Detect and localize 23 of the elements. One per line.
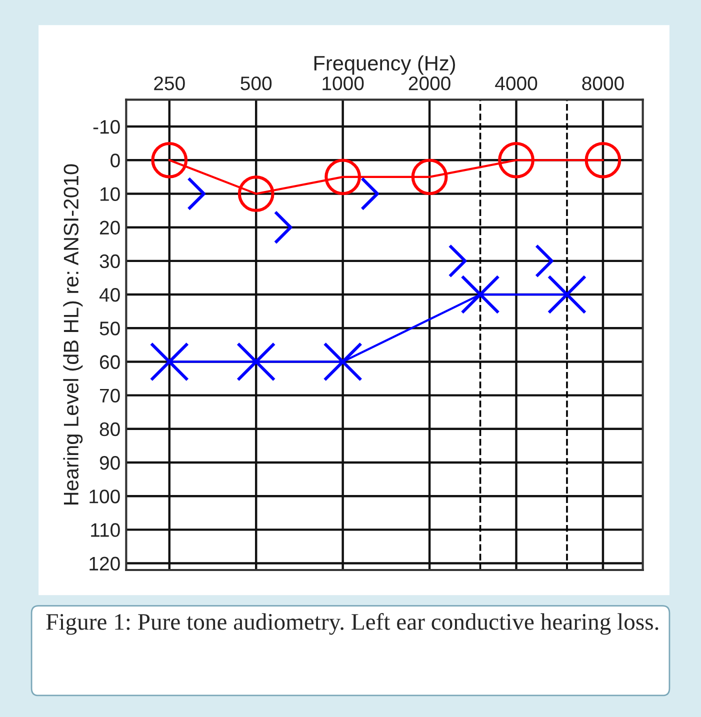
x-tick-label: 8000 — [582, 76, 624, 90]
x-tick-label: 500 — [240, 76, 272, 90]
x-tick-label: 1000 — [322, 76, 364, 90]
caption: Figure 1: Pure tone audiometry. Left ear conductive hearing loss. — [46, 613, 658, 635]
y-tick-label: 40 — [99, 288, 120, 302]
y-tick-label: 10 — [100, 187, 120, 201]
y-tick-label: 110 — [91, 523, 120, 537]
y-tick-label: 0 — [110, 154, 120, 168]
y-tick-label: 60 — [100, 355, 120, 369]
y-tick-label: 50 — [100, 322, 120, 336]
x-axis-title: Frequency (Hz) — [314, 55, 455, 75]
y-tick-label: -10 — [93, 120, 120, 134]
x-tick-label: 4000 — [495, 76, 538, 90]
x-tick-label: 250 — [154, 76, 185, 90]
x-tick-label: 2000 — [408, 76, 450, 90]
y-tick-label: 20 — [100, 220, 120, 235]
y-tick-label: 30 — [100, 254, 120, 268]
y-axis-title: Hearing Level (dB HL) re: ANSI-2010 — [63, 164, 83, 505]
y-tick-label: 100 — [90, 490, 120, 504]
y-tick-label: 70 — [100, 388, 120, 403]
y-tick-label: 90 — [100, 456, 120, 470]
y-tick-label: 80 — [100, 422, 120, 436]
y-tick-label: 120 — [90, 556, 120, 571]
